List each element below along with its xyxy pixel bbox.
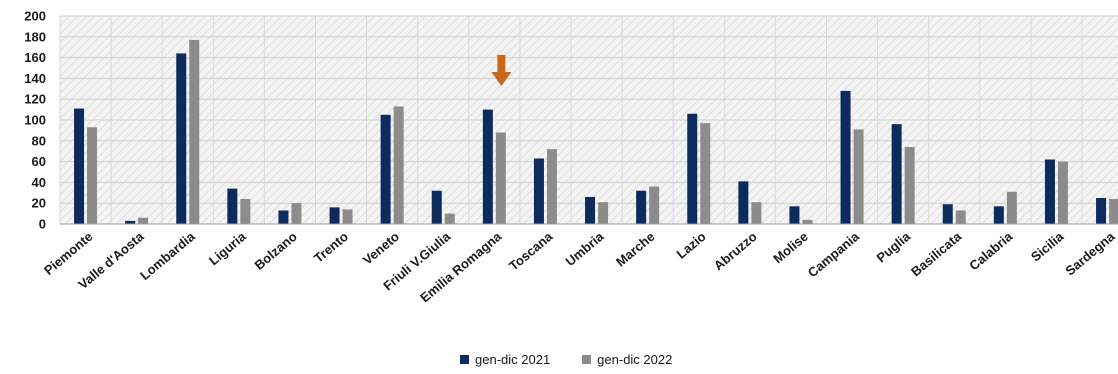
x-tick-label: Puglia (874, 228, 914, 265)
annotation (491, 55, 512, 86)
bar-2021 (74, 108, 85, 224)
bar-2021 (789, 206, 800, 224)
bar-2021 (738, 181, 749, 224)
bar-2021 (1044, 159, 1055, 224)
bar-2022 (751, 202, 762, 224)
gridlines (59, 15, 1118, 225)
bar-2022 (1057, 161, 1068, 224)
bar-2022 (598, 202, 609, 224)
legend: gen-dic 2021 gen-dic 2022 (460, 352, 672, 367)
bar-2021 (329, 207, 340, 224)
bar-2022 (649, 186, 660, 224)
bar-2022 (495, 132, 506, 224)
legend-item-2021: gen-dic 2021 (460, 352, 550, 367)
bar-2021 (482, 109, 493, 224)
y-axis-ticks: 0 20 40 60 80 100 120 140 160 180 200 (24, 9, 46, 232)
bar-2022 (1006, 191, 1017, 224)
bar-2022 (189, 39, 200, 224)
bar-2022 (291, 203, 302, 224)
legend-swatch-2022 (582, 355, 592, 364)
x-tick-label: Veneto (360, 229, 402, 268)
x-tick-label: Bolzano (252, 229, 300, 273)
x-tick-label: Campania (805, 228, 863, 280)
bar-2021 (278, 210, 289, 224)
y-tick-label: 140 (24, 71, 46, 86)
bar-2021 (176, 53, 187, 224)
bar-2021 (687, 113, 698, 224)
bar-2022 (138, 217, 149, 224)
x-tick-label: Trento (311, 229, 351, 266)
y-tick-label: 20 (32, 196, 46, 211)
bar-2022 (87, 127, 98, 224)
x-tick-label: Liguria (206, 228, 249, 268)
bar-2022 (853, 129, 864, 224)
bar-2021 (380, 114, 391, 224)
y-tick-label: 180 (24, 29, 46, 44)
x-tick-label: Molise (770, 229, 811, 267)
bar-2022 (240, 199, 251, 224)
bar-2021 (585, 196, 596, 224)
x-tick-label: Marche (613, 229, 658, 270)
bar-2022 (393, 106, 404, 224)
bar-2021 (1096, 198, 1107, 224)
bar-2021 (993, 206, 1004, 224)
x-tick-label: Abruzzo (711, 229, 760, 273)
x-tick-label: Lombardia (137, 228, 198, 283)
y-tick-label: 60 (32, 154, 46, 169)
bar-2022 (904, 147, 915, 224)
x-tick-label: Toscana (506, 228, 556, 273)
legend-swatch-2021 (460, 355, 469, 364)
bar-2022 (444, 213, 455, 224)
y-tick-label: 100 (24, 113, 46, 128)
bar-2022 (1109, 199, 1118, 224)
bar-2021 (636, 190, 647, 224)
y-tick-label: 80 (32, 133, 46, 148)
legend-label-2022: gen-dic 2022 (597, 352, 673, 367)
legend-item-2022: gen-dic 2022 (582, 352, 672, 367)
y-tick-label: 160 (24, 50, 46, 65)
bar-2021 (891, 124, 902, 224)
bar-2021 (125, 220, 136, 224)
bar-2021 (431, 190, 442, 224)
bar-2022 (955, 210, 966, 224)
x-tick-label: Sardegna (1062, 228, 1118, 278)
arrow-down-icon (491, 55, 512, 86)
y-tick-label: 120 (24, 92, 46, 107)
bar-2021 (942, 204, 953, 224)
bar-2021 (227, 188, 238, 224)
bar-2022 (700, 123, 711, 224)
bar-2022 (802, 219, 813, 224)
bar-2021 (840, 90, 851, 224)
bar-2022 (342, 209, 353, 224)
legend-label-2021: gen-dic 2021 (475, 352, 551, 367)
bar-2021 (533, 158, 544, 224)
y-tick-label: 0 (39, 217, 46, 232)
bars (60, 39, 1118, 225)
bar-2022 (546, 149, 557, 224)
y-tick-label: 200 (24, 9, 46, 24)
x-tick-label: Lazio (674, 229, 709, 262)
x-tick-label: Calabria (966, 228, 1016, 273)
y-tick-label: 40 (32, 175, 46, 190)
x-tick-label: Umbria (563, 228, 608, 269)
x-tick-label: Sicilia (1028, 228, 1067, 264)
x-tick-label: Basilicata (908, 228, 965, 279)
